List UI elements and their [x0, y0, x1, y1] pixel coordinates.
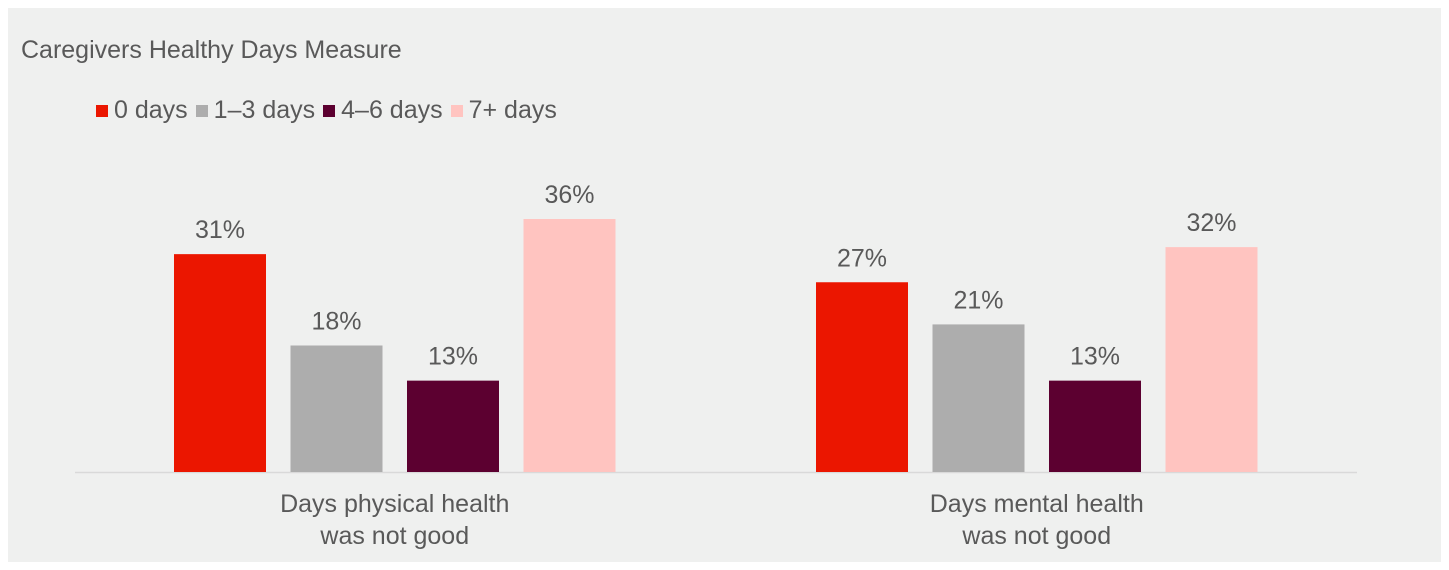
legend-item: 1–3 days	[195, 96, 316, 125]
category-label: Days physical health	[280, 490, 509, 518]
category-label: Days mental health	[930, 490, 1144, 518]
legend-swatch	[96, 104, 108, 117]
data-label: 21%	[953, 286, 1003, 314]
data-label: 36%	[544, 181, 594, 209]
bar	[523, 219, 616, 472]
bar	[290, 345, 383, 472]
chart-panel: Caregivers Healthy Days Measure 0 days 1–…	[8, 8, 1441, 562]
bar	[816, 282, 908, 472]
data-label: 18%	[311, 308, 361, 336]
plot-area: 31% 18% 13% 36% Days physical health was not …	[75, 181, 1357, 550]
bar	[407, 380, 499, 472]
legend: 0 days 1–3 days 4–6 days 7+ days	[96, 96, 565, 125]
bar	[174, 254, 266, 472]
legend-item: 0 days	[96, 96, 188, 125]
data-label: 13%	[1070, 343, 1120, 371]
legend-label: 0 days	[114, 96, 188, 124]
bar	[1049, 380, 1141, 472]
data-label: 27%	[837, 244, 887, 272]
category-label: was not good	[319, 522, 469, 550]
category-label: was not good	[961, 522, 1111, 550]
bar	[1165, 247, 1258, 472]
data-label: 32%	[1186, 209, 1236, 237]
legend-swatch	[195, 104, 208, 117]
legend-item: 7+ days	[450, 96, 557, 125]
chart-title: Caregivers Healthy Days Measure	[21, 36, 402, 64]
data-label: 31%	[195, 216, 245, 244]
bar	[932, 324, 1025, 472]
data-label: 13%	[428, 343, 478, 371]
legend-label: 7+ days	[468, 96, 557, 124]
legend-swatch	[450, 104, 463, 117]
legend-label: 4–6 days	[341, 96, 443, 124]
legend-item: 4–6 days	[323, 96, 443, 125]
legend-label: 1–3 days	[213, 96, 316, 124]
legend-swatch	[323, 104, 336, 117]
